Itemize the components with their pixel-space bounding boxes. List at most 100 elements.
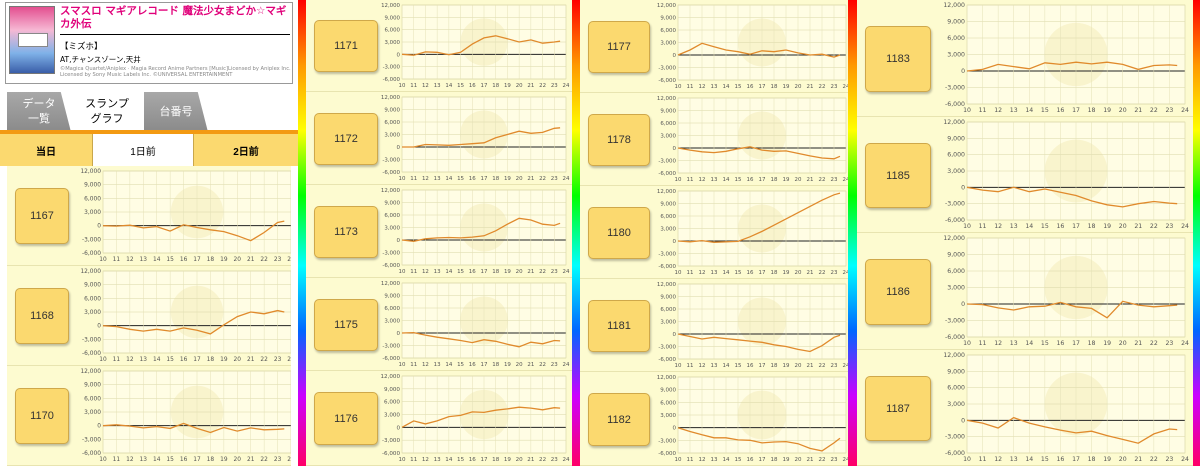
y-tick-label: 0 [961, 417, 965, 424]
x-tick-label: 14 [1025, 340, 1033, 347]
x-tick-label: 13 [711, 363, 718, 369]
machine-number-button[interactable]: 1183 [865, 26, 931, 92]
machine-number-button[interactable]: 1167 [15, 188, 69, 244]
day-today-button[interactable]: 当日 [0, 134, 93, 166]
x-tick-label: 11 [979, 340, 987, 347]
machine-number-button[interactable]: 1170 [15, 388, 69, 444]
machine-number-button[interactable]: 1182 [588, 393, 650, 446]
y-tick-label: -3,000 [382, 158, 400, 164]
y-tick-label: 0 [97, 424, 101, 430]
x-tick-label: 11 [979, 223, 987, 230]
day-2-before-button[interactable]: 2日前 [193, 134, 298, 166]
machine-number-button[interactable]: 1172 [314, 113, 378, 165]
y-tick-label: -3,000 [945, 318, 965, 325]
x-tick-label: 13 [434, 457, 442, 463]
x-tick-label: 16 [1056, 223, 1064, 230]
x-tick-label: 17 [759, 270, 766, 276]
tab-label: スランプ グラフ [85, 98, 129, 125]
x-tick-label: 11 [113, 457, 121, 463]
machine-number-button[interactable]: 1168 [15, 288, 69, 344]
y-tick-label: 12,000 [657, 96, 677, 102]
y-tick-label: 3,000 [385, 40, 401, 46]
y-tick-label: 0 [961, 68, 965, 75]
x-tick-label: 10 [99, 357, 107, 363]
machine-row: 1176 12,000 9,000 6,000 3,000 0 -3,000 -6,000 10… [306, 371, 572, 466]
machine-number-button[interactable]: 1178 [588, 114, 650, 166]
tab-slump-graph[interactable]: スランプ グラフ [74, 92, 140, 132]
x-tick-label: 12 [699, 84, 706, 90]
x-tick-label: 24 [843, 177, 848, 183]
x-tick-label: 20 [795, 177, 802, 183]
series-line [102, 220, 285, 242]
machine-row: 1187 12,000 9,000 6,000 3,000 0 -3,000 -6,000 10… [857, 350, 1193, 466]
machine-number-button[interactable]: 1187 [865, 376, 931, 441]
x-tick-label: 12 [699, 270, 706, 276]
slump-chart: 12,000 9,000 6,000 3,000 0 -3,000 -6,000 10 11 12… [943, 0, 1193, 116]
slump-chart: 12,000 9,000 6,000 3,000 0 -3,000 -6,000 10 11 12… [79, 266, 291, 365]
x-tick-label: 22 [539, 269, 546, 275]
machine-number-button[interactable]: 1181 [588, 300, 650, 352]
day-1-before-button[interactable]: 1日前 [93, 134, 193, 166]
machine-number-button[interactable]: 1177 [588, 21, 650, 73]
machine-number-button[interactable]: 1173 [314, 206, 378, 258]
x-tick-label: 14 [723, 363, 730, 369]
x-tick-label: 10 [963, 223, 971, 230]
x-tick-label: 24 [843, 363, 848, 369]
x-tick-label: 10 [675, 177, 682, 183]
x-tick-label: 24 [563, 176, 570, 182]
x-tick-label: 21 [527, 457, 535, 463]
y-tick-label: -6,000 [382, 170, 400, 176]
x-tick-label: 23 [1165, 340, 1173, 347]
x-tick-label: 24 [563, 269, 570, 275]
x-tick-label: 24 [287, 257, 291, 263]
x-tick-label: 23 [551, 176, 558, 182]
y-tick-label: 0 [961, 184, 965, 191]
y-tick-label: 9,000 [660, 388, 676, 394]
y-tick-label: 12,000 [943, 352, 965, 359]
x-tick-label: 14 [153, 457, 161, 463]
x-tick-label: 22 [819, 270, 826, 276]
machine-number-button[interactable]: 1180 [588, 207, 650, 259]
y-tick-label: 0 [673, 146, 677, 152]
x-tick-label: 21 [807, 363, 814, 369]
machine-number-button[interactable]: 1175 [314, 299, 378, 351]
x-tick-label: 10 [399, 83, 406, 89]
series-line [966, 416, 1178, 444]
x-tick-label: 21 [806, 457, 813, 463]
x-tick-label: 18 [492, 457, 500, 463]
x-tick-label: 21 [1134, 340, 1142, 347]
y-tick-label: 0 [672, 426, 676, 432]
y-tick-label: -3,000 [658, 345, 676, 351]
machine-number-button[interactable]: 1185 [865, 143, 931, 208]
y-tick-label: 12,000 [380, 374, 400, 380]
y-tick-label: 12,000 [381, 188, 401, 194]
tab-data-list[interactable]: データ 一覧 [7, 92, 71, 132]
tab-machine-number[interactable]: 台番号 [144, 92, 208, 132]
x-tick-label: 14 [445, 269, 452, 275]
x-tick-label: 24 [843, 270, 848, 276]
y-tick-label: 12,000 [80, 269, 101, 275]
x-tick-label: 15 [1041, 107, 1049, 114]
x-tick-label: 16 [747, 84, 754, 90]
series-line [402, 127, 561, 148]
x-tick-label: 12 [699, 363, 706, 369]
slump-chart: 12,000 9,000 6,000 3,000 0 -3,000 -6,000 10 11 12… [654, 93, 848, 185]
y-tick-label: -6,000 [383, 77, 401, 83]
machine-number-button[interactable]: 1171 [314, 20, 378, 72]
x-tick-label: 19 [504, 83, 511, 89]
machine-number-button[interactable]: 1176 [314, 392, 378, 445]
x-tick-label: 14 [722, 457, 730, 463]
y-tick-label: 9,000 [384, 387, 400, 393]
machine-area: 【ミズホ】 [60, 42, 103, 52]
x-tick-label: 11 [687, 177, 694, 183]
x-tick-label: 24 [843, 84, 848, 90]
x-tick-label: 16 [747, 177, 754, 183]
y-tick-label: 6,000 [385, 28, 401, 34]
x-tick-label: 17 [1072, 340, 1080, 347]
machine-number-button[interactable]: 1186 [865, 259, 931, 325]
y-tick-label: 3,000 [84, 410, 101, 416]
machine-title: スマスロ マギアレコード 魔法少女まどか☆マギカ外伝 [60, 5, 287, 30]
x-tick-label: 11 [410, 83, 417, 89]
